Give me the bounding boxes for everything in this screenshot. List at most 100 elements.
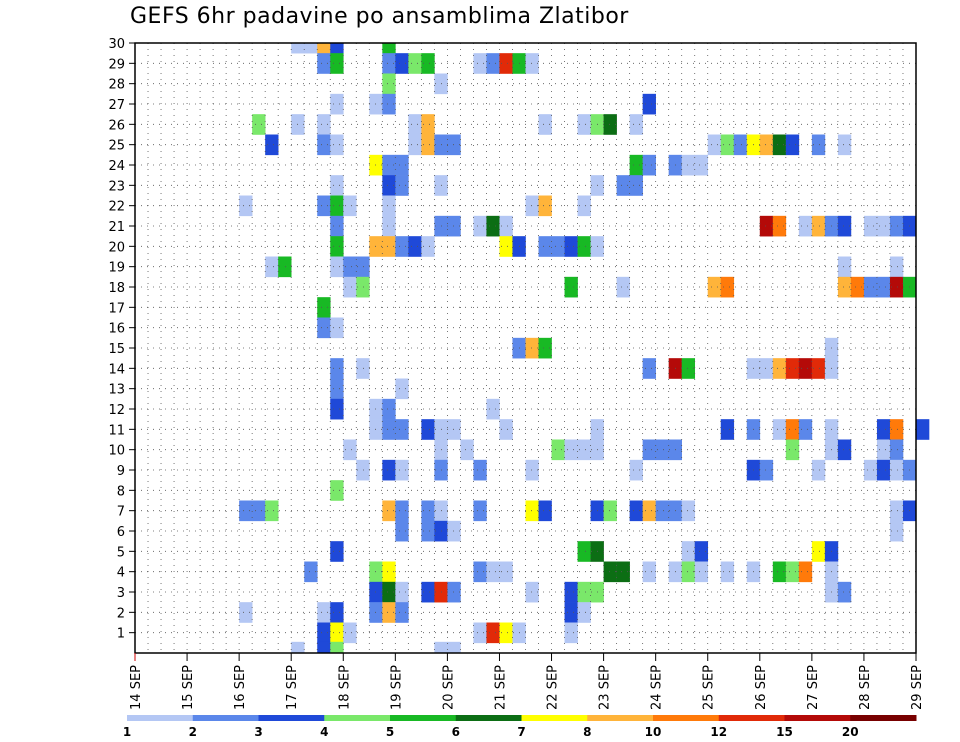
heatmap-cell (603, 114, 617, 135)
heatmap-cell (473, 53, 487, 74)
heatmap-cell (421, 236, 435, 257)
x-tick-label: 27 SEP (806, 665, 821, 710)
heatmap-cell (642, 93, 656, 115)
heatmap-cell (798, 561, 813, 583)
heatmap-cell (551, 236, 565, 257)
y-tick-label: 13 (108, 383, 125, 398)
y-tick-label: 10 (108, 444, 125, 459)
y-tick-label: 24 (108, 159, 125, 174)
heatmap-cell (304, 43, 318, 54)
heatmap-cell (447, 581, 461, 603)
heatmap-cell (811, 134, 826, 156)
x-tick-label: 19 SEP (389, 665, 404, 710)
heatmap-cell (642, 500, 656, 522)
heatmap-cell (642, 561, 656, 583)
heatmap-cell (291, 641, 305, 654)
heatmap-cell (577, 439, 591, 461)
heatmap-cell (720, 134, 735, 156)
heatmap-cell (330, 43, 344, 54)
y-tick-label: 8 (117, 484, 125, 499)
heatmap-cell (447, 520, 461, 542)
legend-swatch (192, 715, 259, 721)
heatmap-cell (916, 419, 930, 440)
chart-title: GEFS 6hr padavine po ansamblima Zlatibor (130, 4, 629, 29)
heatmap-cell (811, 541, 826, 562)
legend-label: 7 (517, 725, 525, 739)
heatmap-cell (525, 195, 539, 217)
heatmap-cell (889, 439, 904, 461)
heatmap-cell (655, 500, 669, 522)
heatmap-cell (382, 215, 396, 237)
heatmap-cell (317, 317, 331, 339)
heatmap-cell (330, 256, 344, 278)
heatmap-cell (239, 195, 253, 217)
heatmap-cell (681, 154, 696, 176)
heatmap-cell (317, 114, 331, 135)
legend-label: 12 (710, 725, 727, 739)
legend-swatch (850, 715, 917, 721)
heatmap-cell (577, 541, 591, 562)
heatmap-cell (564, 236, 578, 257)
y-tick-label: 22 (108, 200, 125, 215)
heatmap-cell (499, 622, 513, 644)
heatmap-cell (317, 622, 331, 644)
heatmap-cell (707, 134, 722, 156)
heatmap-cell (525, 337, 539, 359)
heatmap-cell (421, 114, 435, 135)
legend-swatch (258, 715, 325, 721)
heatmap-cell (317, 43, 331, 54)
heatmap-cell (837, 581, 852, 603)
heatmap-cell (785, 134, 800, 156)
heatmap-cell (343, 276, 357, 298)
heatmap-cell (850, 276, 865, 298)
heatmap-cell (421, 419, 435, 440)
y-tick-label: 12 (108, 403, 125, 418)
heatmap-cell (434, 641, 448, 654)
heatmap-cell (564, 622, 578, 644)
heatmap-cell (694, 561, 709, 583)
heatmap-cell (421, 134, 435, 156)
heatmap-cell (421, 500, 435, 522)
heatmap-cell (681, 358, 696, 379)
heatmap-cell (681, 541, 696, 562)
heatmap-cell (330, 53, 344, 74)
y-tick-label: 27 (108, 98, 125, 113)
heatmap-cell (577, 581, 591, 603)
heatmap-cell (395, 459, 409, 481)
y-tick-label: 1 (117, 627, 125, 642)
heatmap-cell (252, 500, 266, 522)
heatmap-cell (382, 236, 396, 257)
heatmap-cell (278, 256, 292, 278)
heatmap-cell (473, 459, 487, 481)
y-tick-label: 20 (108, 240, 125, 255)
legend-swatch (653, 715, 720, 721)
heatmap-cell (642, 154, 656, 176)
color-legend: 1 2 3 4 5 6 7 8 10 12 15 20 (123, 715, 917, 739)
heatmap-cell (772, 561, 787, 583)
heatmap-cell (395, 236, 409, 257)
heatmap-cell (837, 256, 852, 278)
heatmap-cell (330, 398, 344, 420)
heatmap-cell (317, 195, 331, 217)
x-tick-label: 25 SEP (702, 665, 717, 710)
heatmap-cell (616, 276, 630, 298)
heatmap-cell (486, 215, 500, 237)
heatmap-cell (889, 256, 904, 278)
y-tick-label: 5 (117, 545, 125, 560)
heatmap-cell (772, 134, 787, 156)
heatmap-cell (382, 53, 396, 74)
heatmap-cell (772, 419, 787, 440)
heatmap-cell (239, 500, 253, 522)
heatmap-cell (460, 439, 474, 461)
x-tick-label: 22 SEP (546, 665, 561, 710)
heatmap-cell (616, 175, 630, 196)
heatmap-cell (525, 53, 539, 74)
y-tick-label: 25 (108, 139, 125, 154)
heatmap-cell (577, 114, 591, 135)
heatmap-cell (343, 439, 357, 461)
heatmap-cell (785, 561, 800, 583)
heatmap-cell (330, 622, 344, 644)
heatmap-cell (863, 215, 878, 237)
heatmap-cell (486, 561, 500, 583)
heatmap-cell (356, 256, 370, 278)
